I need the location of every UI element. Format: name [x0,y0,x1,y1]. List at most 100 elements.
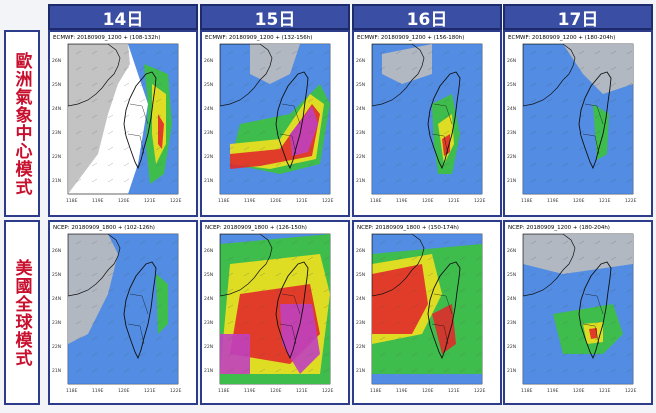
lat-tick-label: 25N [204,82,213,88]
lon-tick-label: 121E [296,388,308,394]
day-header-17: 17日 [503,4,653,30]
lat-tick-label: 26N [204,248,213,254]
lat-tick-label: 21N [204,178,213,184]
lon-tick-label: 121E [448,388,460,394]
panel-title: ECMWF: 20180909_1200 + (132-156h) [205,35,312,41]
panel-title: NCEP: 20180909_1800 + (126-150h) [205,225,307,231]
lat-tick-label: 23N [204,130,213,136]
lat-tick-label: 23N [507,320,516,326]
lon-tick-label: 121E [599,198,611,204]
lat-tick-label: 24N [204,106,213,112]
lat-tick-label: 21N [52,368,61,374]
lat-tick-label: 22N [356,154,365,160]
lon-tick-label: 122E [322,198,334,204]
lon-tick-label: 119E [547,198,559,204]
lat-tick-label: 23N [52,320,61,326]
day-header-16: 16日 [352,4,502,30]
lon-tick-label: 119E [244,198,256,204]
lon-tick-label: 118E [218,388,230,394]
lon-tick-label: 122E [170,388,182,394]
lon-tick-label: 119E [396,388,408,394]
row-label-ecmwf: 歐洲氣象中心模式 [4,30,40,217]
lat-tick-label: 24N [507,296,516,302]
lat-tick-label: 24N [52,106,61,112]
lat-tick-label: 22N [204,154,213,160]
lon-tick-label: 119E [244,388,256,394]
forecast-map-panel: ECMWF: 20180909_1200 + (180-204h) 26N 25N 2… [503,30,653,217]
lon-tick-label: 120E [118,388,130,394]
forecast-map-panel: NCEP: 20180909_1800 + (150-174h) 26N 25N 24… [352,220,502,405]
lat-tick-label: 25N [356,272,365,278]
lat-tick-label: 25N [52,272,61,278]
lat-tick-label: 26N [52,58,61,64]
lon-tick-label: 122E [170,198,182,204]
lon-tick-label: 120E [422,388,434,394]
forecast-map-panel: NCEP: 20180909_1800 + (102-126h) 26N 25N 24… [48,220,198,405]
day-header-14: 14日 [48,4,198,30]
forecast-map-panel: ECMWF: 20180909_1200 + (156-180h) 26N 25N 2… [352,30,502,217]
lon-tick-label: 119E [396,198,408,204]
lon-tick-label: 118E [218,198,230,204]
lat-tick-label: 23N [356,130,365,136]
lon-tick-label: 120E [422,198,434,204]
lon-tick-label: 120E [270,198,282,204]
lon-tick-label: 122E [625,198,637,204]
lat-tick-label: 21N [507,178,516,184]
lat-tick-label: 26N [507,248,516,254]
lat-tick-label: 26N [52,248,61,254]
panel-title: NCEP: 20180909_1200 + (180-204h) [508,225,610,231]
forecast-map-panel: ECMWF: 20180909_1200 + (108-132h) 26N 25N 2… [48,30,198,217]
lat-tick-label: 24N [356,106,365,112]
lon-tick-label: 118E [521,198,533,204]
lat-tick-label: 24N [507,106,516,112]
lat-tick-label: 26N [356,58,365,64]
row-label-ncep: 美國全球模式 [4,220,40,405]
lat-tick-label: 21N [356,368,365,374]
lon-tick-label: 119E [92,388,104,394]
lat-tick-label: 22N [204,344,213,350]
lon-tick-label: 120E [118,198,130,204]
lon-tick-label: 121E [144,388,156,394]
forecast-map-panel: ECMWF: 20180909_1200 + (132-156h) 26N 25N 2… [200,30,350,217]
day-header-15: 15日 [200,4,350,30]
lon-tick-label: 118E [66,388,78,394]
panel-title: NCEP: 20180909_1800 + (102-126h) [53,225,155,231]
lat-tick-label: 21N [52,178,61,184]
lon-tick-label: 119E [92,198,104,204]
lat-tick-label: 24N [52,296,61,302]
lat-tick-label: 25N [507,272,516,278]
lat-tick-label: 22N [507,154,516,160]
lat-tick-label: 26N [204,58,213,64]
lon-tick-label: 122E [322,388,334,394]
lon-tick-label: 120E [573,198,585,204]
lat-tick-label: 25N [507,82,516,88]
lon-tick-label: 119E [547,388,559,394]
lat-tick-label: 24N [204,296,213,302]
lat-tick-label: 25N [204,272,213,278]
lon-tick-label: 121E [448,198,460,204]
lon-tick-label: 122E [474,198,486,204]
lon-tick-label: 121E [599,388,611,394]
forecast-map-panel: NCEP: 20180909_1200 + (180-204h) 26N 25N 24… [503,220,653,405]
lat-tick-label: 23N [356,320,365,326]
lat-tick-label: 25N [356,82,365,88]
lat-tick-label: 23N [507,130,516,136]
lat-tick-label: 24N [356,296,365,302]
lon-tick-label: 120E [270,388,282,394]
panel-title: NCEP: 20180909_1800 + (150-174h) [357,225,459,231]
panel-title: ECMWF: 20180909_1200 + (156-180h) [357,35,464,41]
lon-tick-label: 118E [66,198,78,204]
lon-tick-label: 122E [625,388,637,394]
lat-tick-label: 22N [356,344,365,350]
forecast-map-panel: NCEP: 20180909_1800 + (126-150h) 26N 25N 24… [200,220,350,405]
panel-title: ECMWF: 20180909_1200 + (108-132h) [53,35,160,41]
lat-tick-label: 21N [204,368,213,374]
lat-tick-label: 21N [356,178,365,184]
lat-tick-label: 25N [52,82,61,88]
lon-tick-label: 118E [370,388,382,394]
lat-tick-label: 22N [52,154,61,160]
lon-tick-label: 122E [474,388,486,394]
lat-tick-label: 26N [356,248,365,254]
lat-tick-label: 22N [507,344,516,350]
